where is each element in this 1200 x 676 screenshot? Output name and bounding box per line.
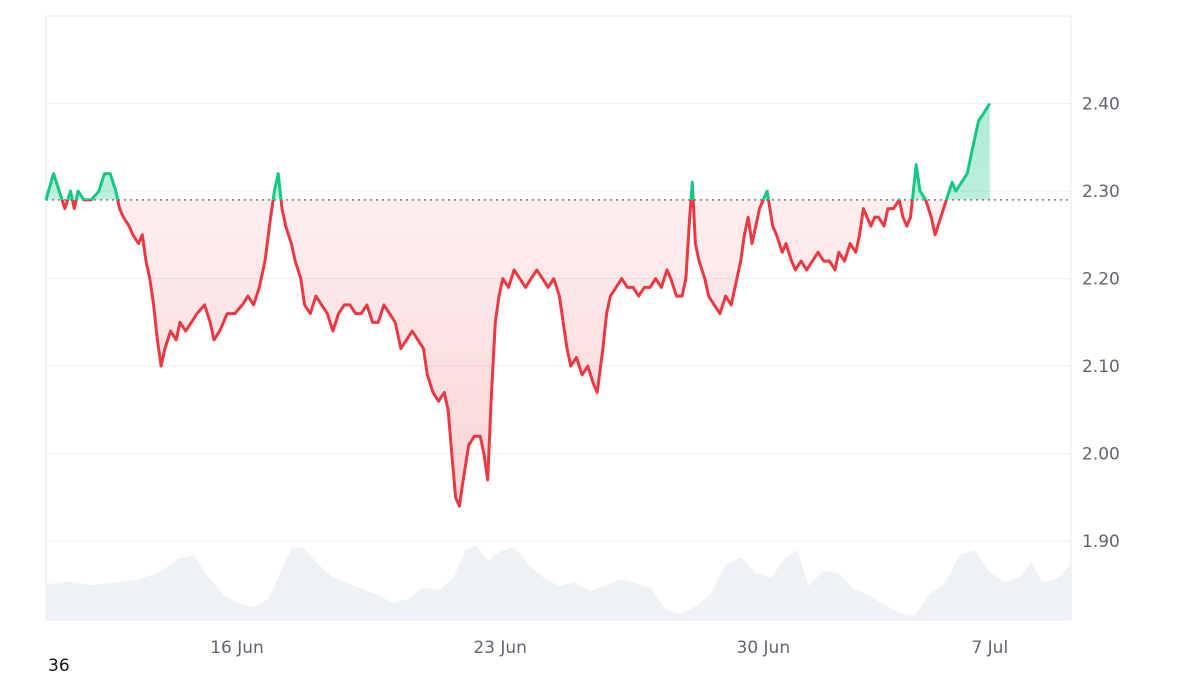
y-tick-label: 2.10	[1082, 357, 1120, 377]
footer-number: 36	[48, 656, 70, 676]
x-tick-label: 30 Jun	[737, 638, 791, 658]
y-tick-label: 2.30	[1082, 182, 1120, 202]
y-tick-label: 2.00	[1082, 445, 1120, 465]
x-axis-ticks: 16 Jun 23 Jun 30 Jun 7 Jul	[210, 638, 1008, 658]
y-tick-label: 2.40	[1082, 95, 1120, 115]
x-tick-label: 23 Jun	[473, 638, 527, 658]
volume-area	[46, 545, 1071, 620]
x-tick-label: 16 Jun	[210, 638, 264, 658]
x-tick-label: 7 Jul	[971, 638, 1008, 658]
y-tick-label: 2.20	[1082, 270, 1120, 290]
plot-frame	[45, 15, 1072, 621]
price-line-below-baseline	[46, 199, 948, 508]
y-tick-label: 1.90	[1082, 532, 1120, 552]
y-axis-ticks: 2.40 2.30 2.20 2.10 2.00 1.90	[1082, 95, 1120, 553]
below-baseline-fill	[62, 199, 947, 507]
